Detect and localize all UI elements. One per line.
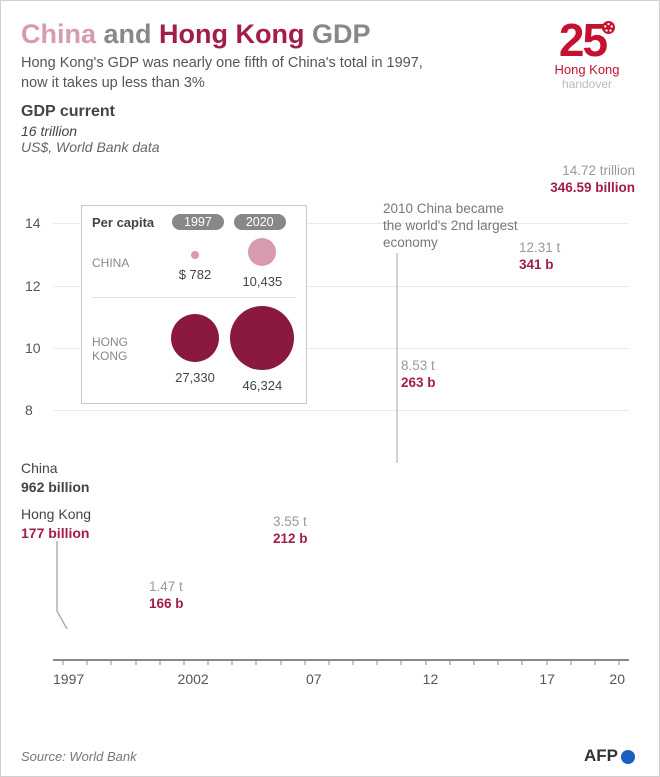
title-hk: Hong Kong: [159, 19, 304, 49]
y-axis-top-label: 16 trillion: [21, 123, 639, 139]
title-china: China: [21, 19, 96, 49]
x-tick: 20: [606, 671, 629, 687]
inset-row: CHINA$ 78210,435: [92, 230, 296, 298]
unit-label: US$, World Bank data: [21, 139, 639, 155]
pill-2020: 2020: [234, 214, 286, 230]
x-tick: 17: [536, 671, 559, 687]
pill-1997: 1997: [172, 214, 224, 230]
ann-2007: 3.55 t 212 b: [273, 514, 308, 548]
circle-icon: [191, 251, 199, 259]
callout-2010: 2010 China became the world's 2nd larges…: [383, 201, 523, 252]
per-capita-inset: Per capita 1997 2020 CHINA$ 78210,435HON…: [81, 205, 307, 404]
y-tick: 12: [25, 278, 41, 294]
x-tick: 1997: [53, 671, 84, 687]
ann-2020: 14.72 trillion 346.59 billion: [525, 163, 635, 197]
handover-25-logo: 25 Hong Kong handover: [539, 21, 635, 91]
ann-2002: 1.47 t 166 b: [149, 579, 184, 613]
section-label: GDP current: [21, 103, 639, 121]
afp-logo: AFP: [584, 746, 635, 766]
inset-row: HONG KONG27,33046,324: [92, 298, 296, 393]
x-tick: 07: [302, 671, 325, 687]
x-tick: 12: [419, 671, 442, 687]
ann-2017: 12.31 t 341 b: [519, 240, 560, 274]
x-tick: 2002: [178, 671, 209, 687]
source-label: Source: World Bank: [21, 749, 137, 764]
y-tick: 10: [25, 340, 41, 356]
subtitle: Hong Kong's GDP was nearly one fifth of …: [21, 54, 451, 93]
pointer-1997: [51, 541, 81, 641]
y-tick: 14: [25, 215, 41, 231]
y-tick: 8: [25, 402, 33, 418]
circle-icon: [171, 314, 219, 362]
ann-1997-china: China 962 billion: [21, 459, 89, 497]
ann-1997-hk: Hong Kong 177 billion: [21, 505, 91, 543]
pointer-2010: [391, 253, 411, 478]
circle-icon: [248, 238, 276, 266]
gdp-bar-chart: 8 10 12 14 1997 2002 07 12 17 20 China 962 billi…: [21, 161, 639, 691]
circle-icon: [230, 306, 294, 370]
